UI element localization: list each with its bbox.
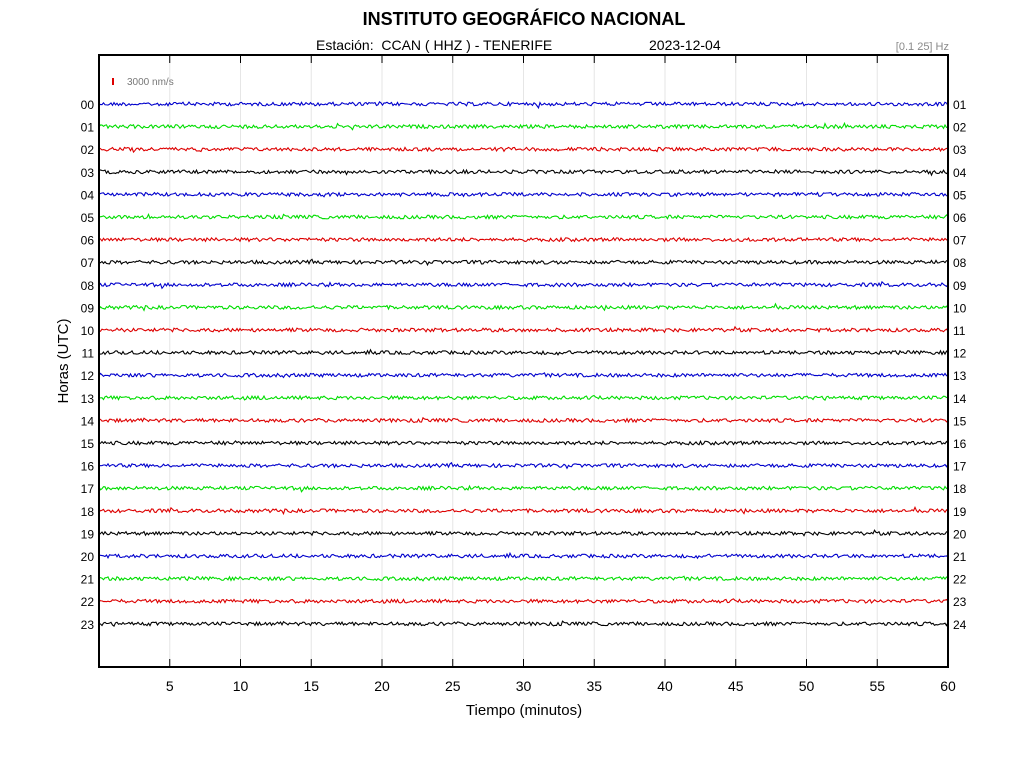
hour-label-right: 04	[953, 166, 967, 180]
hour-label-left: 12	[81, 369, 95, 383]
hour-label-right: 05	[953, 188, 967, 202]
hour-label-left: 08	[81, 279, 95, 293]
hour-label-left: 20	[81, 550, 95, 564]
hour-label-right: 10	[953, 301, 967, 315]
trace-hour-17	[98, 484, 949, 493]
hour-label-right: 07	[953, 234, 967, 248]
hour-label-right: 14	[953, 392, 967, 406]
trace-hour-19	[98, 529, 949, 537]
date-label: 2023-12-04	[649, 37, 721, 53]
hour-label-left: 18	[81, 505, 95, 519]
trace-hour-15	[98, 439, 949, 446]
trace-hour-20	[98, 551, 949, 560]
trace-hour-08	[98, 280, 949, 290]
trace-hour-03	[98, 168, 949, 177]
trace-hour-18	[98, 505, 949, 516]
plot-frame	[98, 54, 949, 668]
hour-label-right: 13	[953, 369, 967, 383]
grid	[169, 55, 878, 667]
trace-hour-16	[98, 461, 949, 470]
x-tick-label: 55	[869, 678, 885, 694]
trace-hour-06	[98, 236, 949, 243]
hour-label-right: 01	[953, 98, 967, 112]
x-tick-label: 20	[374, 678, 390, 694]
trace-hour-01	[98, 121, 949, 131]
hour-label-left: 00	[81, 98, 95, 112]
hour-label-right: 24	[953, 618, 967, 632]
x-tick-label: 60	[940, 678, 956, 694]
trace-hour-05	[98, 212, 949, 220]
hour-label-left: 17	[81, 482, 95, 496]
hour-label-left: 13	[81, 392, 95, 406]
hour-label-left: 07	[81, 256, 95, 270]
x-tick-label: 35	[586, 678, 602, 694]
trace-hour-02	[98, 146, 949, 154]
x-tick-label: 15	[303, 678, 319, 694]
trace-hour-22	[98, 598, 949, 605]
hour-label-left: 06	[81, 234, 95, 248]
hour-label-right: 08	[953, 256, 967, 270]
hour-label-left: 01	[81, 121, 95, 135]
trace-hour-21	[98, 575, 949, 582]
x-tick-label: 40	[657, 678, 673, 694]
x-tick-label: 30	[516, 678, 532, 694]
x-tick-label: 45	[728, 678, 744, 694]
y-axis-label: Horas (UTC)	[55, 318, 72, 403]
station-label: Estación: CCAN ( HHZ ) - TENERIFE	[316, 37, 553, 53]
hour-label-right: 02	[953, 121, 967, 135]
hour-label-left: 22	[81, 595, 95, 609]
hour-label-left: 02	[81, 143, 95, 157]
hour-label-left: 14	[81, 414, 95, 428]
x-axis-label: Tiempo (minutos)	[466, 702, 582, 719]
trace-hour-10	[98, 325, 949, 334]
hour-label-left: 16	[81, 460, 95, 474]
x-tick-label: 25	[445, 678, 461, 694]
trace-hour-04	[98, 191, 949, 198]
trace-hour-00	[98, 100, 949, 110]
hour-label-left: 23	[81, 618, 95, 632]
hour-label-right: 23	[953, 595, 967, 609]
hour-label-left: 04	[81, 188, 95, 202]
hour-label-right: 11	[953, 324, 966, 338]
x-tick-label: 5	[166, 678, 174, 694]
hour-label-right: 06	[953, 211, 967, 225]
scale-bar-label: 3000 nm/s	[127, 77, 174, 88]
traces	[98, 100, 949, 627]
hour-label-left: 03	[81, 166, 95, 180]
hour-label-right: 17	[953, 460, 967, 474]
filter-band-label: [0.1 25] Hz	[895, 41, 949, 53]
hour-label-right: 18	[953, 482, 967, 496]
hour-label-right: 20	[953, 527, 967, 541]
hour-label-right: 19	[953, 505, 967, 519]
chart-title: INSTITUTO GEOGRÁFICO NACIONAL	[362, 9, 686, 29]
x-axis-ticks: 5 10 15 20 25 30 35 40 45 50 55 60	[166, 55, 956, 694]
hour-labels: 00 01 01 02 02 03 03 04 04 05 05 06 06 07 07 08 08 09 09 10…	[81, 98, 967, 632]
hour-label-left: 21	[81, 573, 95, 587]
trace-hour-14	[98, 416, 949, 424]
trace-hour-07	[98, 258, 949, 267]
x-tick-label: 50	[799, 678, 815, 694]
hour-label-right: 03	[953, 143, 967, 157]
trace-hour-12	[98, 372, 949, 379]
hour-label-left: 10	[81, 324, 95, 338]
hour-label-right: 09	[953, 279, 967, 293]
hour-label-left: 11	[82, 347, 95, 361]
hour-label-left: 15	[81, 437, 95, 451]
hour-label-right: 16	[953, 437, 967, 451]
trace-hour-11	[98, 348, 949, 356]
hour-label-right: 21	[953, 550, 967, 564]
hour-label-right: 22	[953, 573, 967, 587]
trace-hour-09	[98, 302, 949, 312]
trace-hour-23	[98, 620, 949, 627]
hour-label-left: 09	[81, 301, 95, 315]
scale-bar: 3000 nm/s	[112, 77, 174, 88]
hour-label-left: 19	[81, 527, 95, 541]
hour-label-left: 05	[81, 211, 95, 225]
trace-hour-13	[98, 394, 949, 401]
hour-label-right: 15	[953, 414, 967, 428]
hour-label-right: 12	[953, 347, 967, 361]
x-tick-label: 10	[233, 678, 249, 694]
